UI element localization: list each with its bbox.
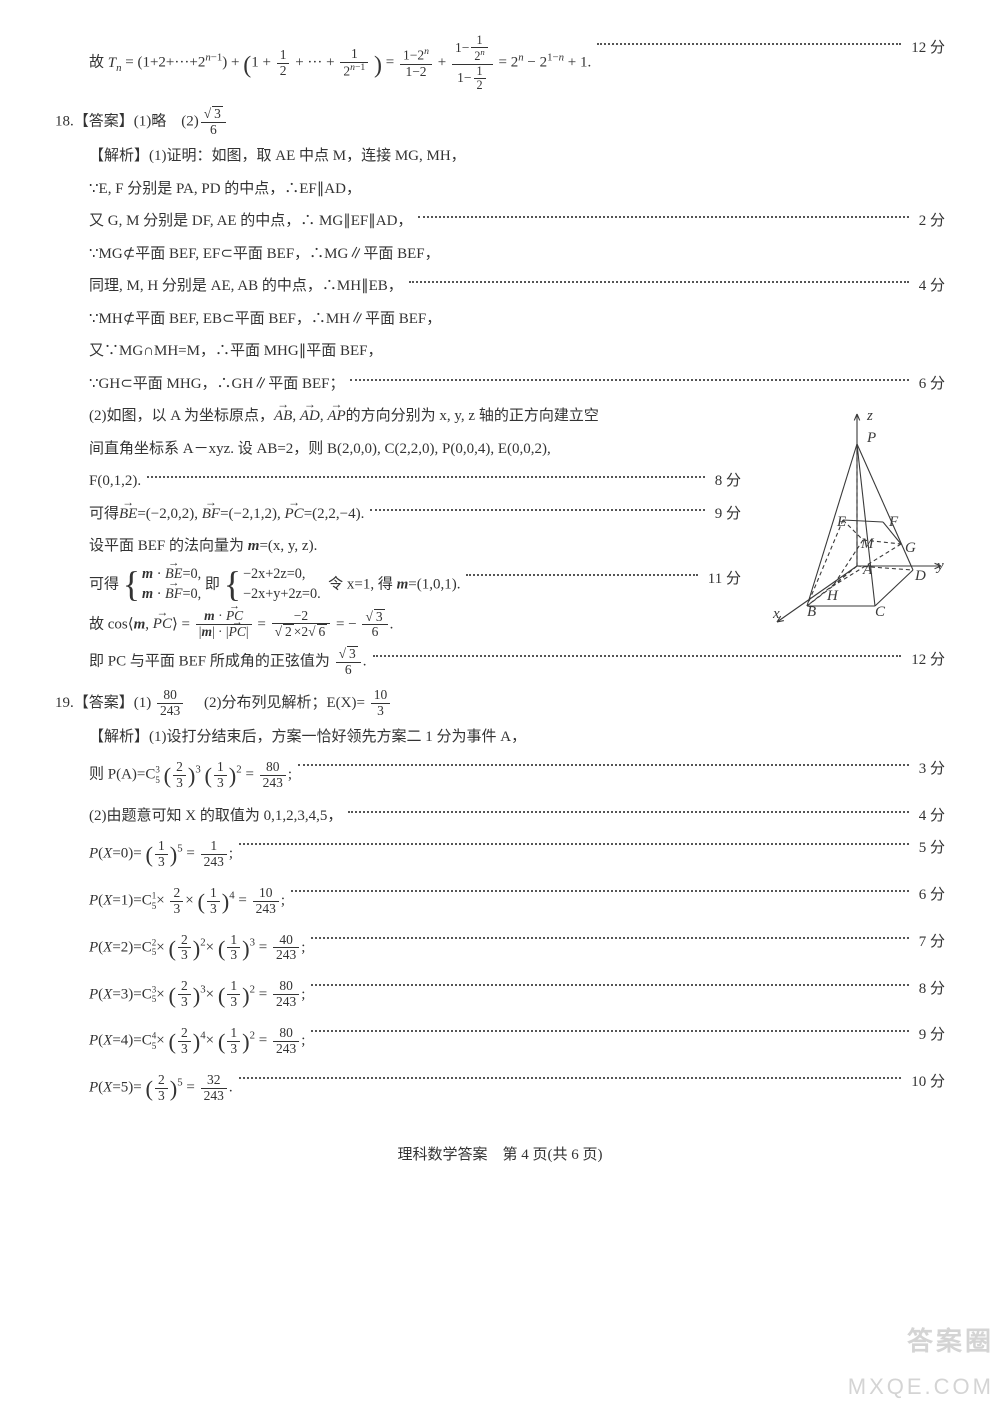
score: 11 分 xyxy=(704,565,741,594)
score: 6 分 xyxy=(915,370,945,399)
leader-dots xyxy=(597,28,901,45)
q19-step: (2)由题意可知 X 的取值为 0,1,2,3,4,5， xyxy=(89,802,342,831)
q18-step: 设平面 BEF 的法向量为 m=(x, y, z). xyxy=(89,532,317,561)
score: 10 分 xyxy=(907,1068,945,1097)
q18-step: 又∵MG∩MH=M，∴平面 MHG∥平面 BEF， xyxy=(89,337,382,366)
question-18: 18.【答案】(1)略 (2)√36 【解析】(1)证明：如图，取 AE 中点 … xyxy=(55,106,945,677)
question-19: 19.【答案】(1) 80243 (2)分布列见解析；E(X)= 103 【解析… xyxy=(55,688,945,1111)
svg-text:F: F xyxy=(888,514,899,530)
svg-text:E: E xyxy=(836,514,846,530)
q18-step: (2)如图，以 A 为坐标原点，AB, AD, AP的方向分别为 x, y, z… xyxy=(89,402,599,431)
score: 12 分 xyxy=(907,646,945,675)
svg-text:P: P xyxy=(866,430,876,446)
q18-step: 又 G, M 分别是 DF, AE 的中点，∴ MG∥EF∥AD， xyxy=(89,207,412,236)
q19-step: 则 P(A)=C35 (23)3 (13)2 = 80243; xyxy=(89,755,292,798)
score: 4 分 xyxy=(915,272,945,301)
q18-answer-head: 18.【答案】(1)略 (2)√36 xyxy=(55,106,228,138)
svg-text:B: B xyxy=(807,604,816,620)
q19-px5: P(X=5)= (23)5 = 32243. xyxy=(89,1068,233,1111)
q19-answer-head: 19.【答案】(1) 80243 (2)分布列见解析；E(X)= 103 xyxy=(55,688,392,719)
svg-text:G: G xyxy=(905,540,916,556)
score: 6 分 xyxy=(915,881,945,910)
leader-dots xyxy=(409,266,909,283)
score: 7 分 xyxy=(915,928,945,957)
svg-text:M: M xyxy=(860,536,875,552)
score: 9 分 xyxy=(711,500,741,529)
score: 8 分 xyxy=(711,467,741,496)
score: 2 分 xyxy=(915,207,945,236)
leader-dots xyxy=(239,828,909,845)
q18-step: ∵MH⊄平面 BEF, EB⊂平面 BEF，∴MH∥平面 BEF， xyxy=(89,305,441,334)
score: 3 分 xyxy=(915,755,945,784)
q18-step: 故 cos⟨m, PC⟩ = m · PC |m| · |PC| = −2√2×… xyxy=(89,609,393,641)
score: 4 分 xyxy=(915,802,945,831)
watermark: 答案圈 MXQE.COM xyxy=(848,1317,994,1408)
q18-step: ∵MG⊄平面 BEF, EF⊂平面 BEF，∴MG∥平面 BEF， xyxy=(89,240,440,269)
svg-text:z: z xyxy=(866,408,873,424)
leader-dots xyxy=(147,461,705,478)
leader-dots xyxy=(291,875,909,892)
leader-dots xyxy=(298,749,909,766)
leader-dots xyxy=(311,922,908,939)
q18-step: 【解析】(1)证明：如图，取 AE 中点 M，连接 MG, MH， xyxy=(89,142,466,171)
svg-text:H: H xyxy=(826,588,839,604)
leader-dots xyxy=(466,559,697,576)
leader-dots xyxy=(311,1015,908,1032)
score: 8 分 xyxy=(915,975,945,1004)
leader-dots xyxy=(418,201,908,218)
svg-text:x: x xyxy=(772,606,780,622)
q18-step: 同理, M, H 分别是 AE, AB 的中点，∴MH∥EB， xyxy=(89,272,403,301)
leader-dots xyxy=(370,494,704,511)
leader-dots xyxy=(311,969,908,986)
q19-px2: P(X=2)=C25× (23)2× (13)3 = 40243; xyxy=(89,928,305,971)
svg-text:A: A xyxy=(862,562,873,578)
score: 5 分 xyxy=(915,834,945,863)
leader-dots xyxy=(373,640,902,657)
line-tn-result: 故 Tn = (1+2+···+2n−1) + (1 + 12 + ··· + … xyxy=(55,34,945,92)
text: 故 Tn = (1+2+···+2n−1) + (1 + 12 + ··· + … xyxy=(89,34,591,92)
q18-step: 可得 { m · BE=0, m · BF=0, 即 { −2x+2z=0, −… xyxy=(89,565,460,605)
q19-px1: P(X=1)=C15× 23× (13)4 = 10243; xyxy=(89,881,285,924)
svg-text:D: D xyxy=(914,568,926,584)
q19-px0: P(X=0)= (13)5 = 1243; xyxy=(89,834,233,877)
q18-step: ∵E, F 分别是 PA, PD 的中点，∴EF∥AD， xyxy=(89,175,361,204)
svg-text:y: y xyxy=(935,558,944,574)
geometry-diagram: z y x P E FM G A D HB C xyxy=(755,408,945,628)
q19-px3: P(X=3)=C35× (23)3× (13)2 = 80243; xyxy=(89,975,305,1018)
q18-step: 即 PC 与平面 BEF 所成角的正弦值为 √36. xyxy=(89,646,367,678)
leader-dots xyxy=(239,1062,902,1079)
score: 12 分 xyxy=(907,34,945,63)
page-footer: 理科数学答案 第 4 页(共 6 页) xyxy=(55,1141,945,1170)
leader-dots xyxy=(350,364,908,381)
q18-step: 间直角坐标系 A－xyz. 设 AB=2，则 B(2,0,0), C(2,2,0… xyxy=(89,435,551,464)
leader-dots xyxy=(348,796,908,813)
svg-text:C: C xyxy=(875,604,886,620)
q19-step: 【解析】(1)设打分结束后，方案一恰好领先方案二 1 分为事件 A， xyxy=(89,723,526,752)
q18-step: 可得BE=(−2,0,2), BF=(−2,1,2), PC=(2,2,−4). xyxy=(89,500,364,529)
q19-px4: P(X=4)=C45× (23)4× (13)2 = 80243; xyxy=(89,1021,305,1064)
score: 9 分 xyxy=(915,1021,945,1050)
